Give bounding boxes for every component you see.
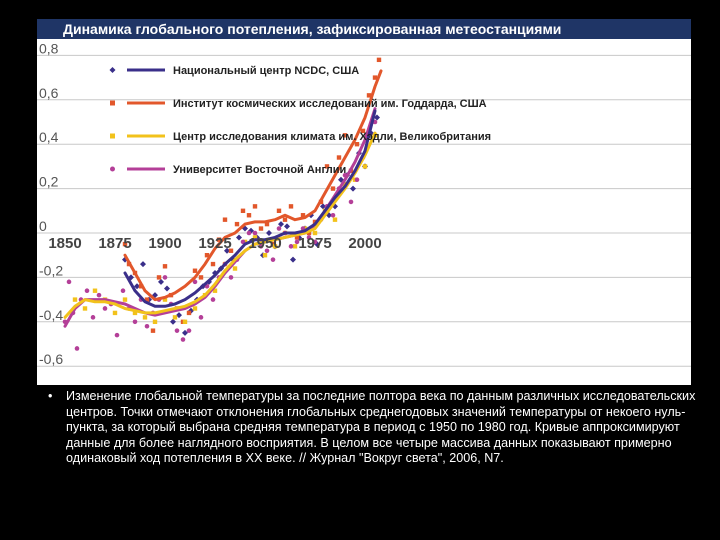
y-tick-label: -0,2 [39, 262, 63, 278]
data-point [229, 275, 234, 280]
data-point [97, 293, 102, 298]
data-point [233, 266, 237, 270]
caption: • Изменение глобальной температуры за по… [48, 389, 698, 467]
data-point [263, 253, 267, 257]
x-tick-label: 1850 [48, 235, 81, 252]
data-point [91, 315, 96, 320]
data-point [73, 297, 77, 301]
data-point [331, 186, 335, 190]
data-point [333, 217, 337, 221]
data-point [93, 289, 97, 293]
data-point [123, 297, 127, 301]
data-point [143, 315, 147, 319]
x-tick-label: 1900 [148, 235, 181, 252]
x-tick-label: 1875 [98, 235, 131, 252]
legend-marker [110, 167, 115, 172]
data-point [223, 217, 227, 221]
data-point [277, 209, 281, 213]
x-tick-label: 1975 [298, 235, 331, 252]
caption-text: Изменение глобальной температуры за посл… [48, 389, 698, 467]
data-point [293, 244, 297, 248]
legend-label: Университет Восточной Англии [173, 164, 346, 176]
data-point [113, 311, 117, 315]
data-point [151, 328, 155, 332]
data-point [187, 328, 192, 333]
data-point [193, 269, 197, 273]
x-tick-label: 1950 [248, 235, 281, 252]
data-point [247, 213, 251, 217]
data-point [283, 217, 287, 221]
data-point [337, 155, 341, 159]
data-point [115, 333, 120, 338]
plot-area [37, 39, 691, 385]
data-point [289, 204, 293, 208]
temperature-chart: 0,8 0,6 0,4 0,2 0 -0,2 -0,4 -0,6 1850 1875 1900 192… [37, 39, 691, 385]
y-tick-label: 0,6 [39, 85, 59, 101]
data-point [121, 288, 126, 293]
x-tick-label: 2000 [348, 235, 381, 252]
data-point [67, 280, 72, 285]
data-point [355, 177, 360, 182]
x-tick-label: 1925 [198, 235, 231, 252]
y-tick-label: -0,4 [39, 307, 63, 323]
y-tick-label: -0,6 [39, 351, 63, 367]
data-point [157, 275, 161, 279]
legend-label: Национальный центр NCDC, США [173, 65, 359, 77]
data-point [241, 209, 245, 213]
data-point [85, 288, 90, 293]
legend-marker [110, 101, 115, 106]
data-point [331, 213, 336, 218]
data-point [199, 315, 204, 320]
data-point [145, 324, 150, 329]
data-point [183, 320, 187, 324]
data-point [193, 306, 197, 310]
y-tick-label: 0,8 [39, 40, 59, 56]
data-point [363, 164, 367, 168]
data-point [235, 222, 239, 226]
data-point [173, 315, 177, 319]
data-point [133, 320, 138, 325]
data-point [103, 306, 108, 311]
data-point [211, 262, 215, 266]
data-point [277, 226, 282, 231]
y-tick-label: 0,4 [39, 129, 59, 145]
data-point [163, 264, 167, 268]
data-point [83, 306, 87, 310]
data-point [199, 275, 203, 279]
data-point [253, 204, 257, 208]
data-point [211, 297, 216, 302]
chart-title: Динамика глобального потепления, зафикси… [37, 19, 691, 39]
data-point [259, 226, 263, 230]
data-point [153, 320, 157, 324]
data-point [377, 58, 381, 62]
data-point [75, 346, 80, 351]
y-tick-label: 0,2 [39, 174, 59, 190]
data-point [271, 257, 276, 262]
caption-bullet: • [48, 389, 52, 405]
legend-marker [110, 134, 115, 139]
legend-label: Институт космических исследований им. Го… [173, 98, 487, 110]
data-point [187, 311, 191, 315]
y-tick-label: 0 [39, 218, 47, 234]
data-point [349, 200, 354, 205]
data-point [163, 275, 168, 280]
data-point [289, 244, 294, 249]
data-point [175, 328, 180, 333]
legend-label: Центр исследования климата им. Хэдли, Ве… [173, 131, 491, 143]
data-point [181, 337, 186, 342]
